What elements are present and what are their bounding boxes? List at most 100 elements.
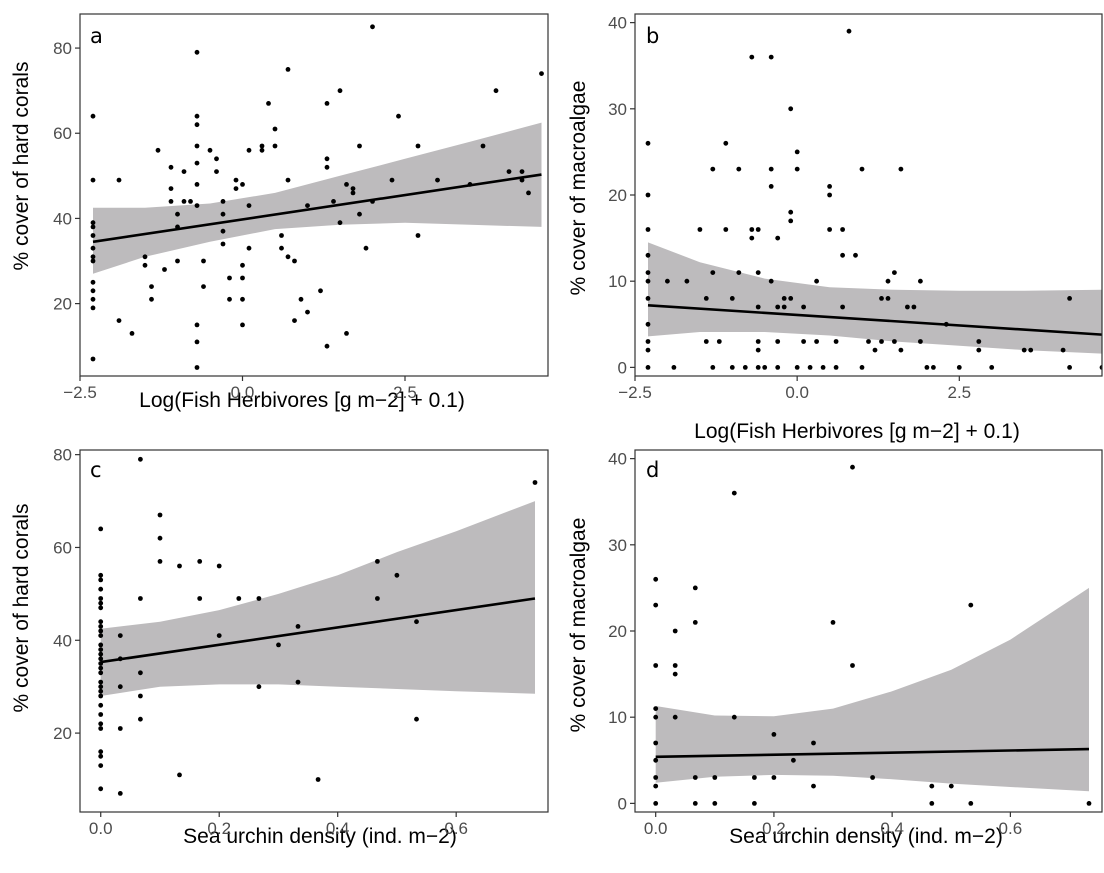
data-point xyxy=(653,757,659,763)
data-point xyxy=(240,182,245,187)
data-point xyxy=(645,365,651,370)
data-point xyxy=(435,177,440,183)
data-point xyxy=(968,602,974,608)
data-point xyxy=(989,365,995,370)
data-point xyxy=(956,365,962,370)
data-point xyxy=(791,757,796,763)
data-point xyxy=(768,54,774,60)
y-axis-title: % cover of macroalgae xyxy=(567,518,590,733)
data-point xyxy=(653,783,659,789)
data-point xyxy=(138,693,143,699)
data-point xyxy=(653,801,659,806)
data-point xyxy=(653,706,659,711)
data-point xyxy=(201,258,206,264)
data-point xyxy=(98,679,104,685)
data-point xyxy=(1060,347,1066,353)
x-tick-label: 0.0 xyxy=(89,819,113,838)
data-point xyxy=(98,600,104,606)
data-point xyxy=(736,166,742,172)
data-point xyxy=(771,732,777,737)
data-point xyxy=(194,339,200,345)
data-point xyxy=(716,339,722,344)
data-point xyxy=(801,339,806,344)
data-point xyxy=(220,241,226,247)
data-point xyxy=(256,684,262,690)
data-point xyxy=(827,192,832,198)
data-point xyxy=(240,296,245,302)
data-point xyxy=(138,596,143,601)
y-tick-label: 40 xyxy=(608,14,627,33)
data-point xyxy=(175,258,180,264)
data-point xyxy=(194,160,200,166)
data-point xyxy=(117,791,123,796)
data-point xyxy=(98,596,104,601)
data-point xyxy=(98,749,104,755)
data-point xyxy=(781,304,787,310)
data-point xyxy=(216,633,222,638)
data-point xyxy=(98,628,104,634)
data-point xyxy=(645,278,651,284)
data-point xyxy=(775,304,781,310)
data-point xyxy=(859,166,865,172)
data-point xyxy=(775,339,781,344)
fit-line xyxy=(655,747,1090,759)
data-point xyxy=(755,365,761,370)
data-point xyxy=(723,227,729,232)
data-point xyxy=(396,113,401,119)
data-point xyxy=(811,740,816,746)
data-point xyxy=(98,753,104,759)
data-point xyxy=(298,296,304,302)
data-point xyxy=(331,199,336,204)
data-point xyxy=(731,490,737,496)
data-point xyxy=(246,203,252,209)
data-point xyxy=(240,322,245,328)
data-point xyxy=(90,279,96,285)
data-point xyxy=(931,365,936,370)
x-tick-label: 2.5 xyxy=(947,383,971,402)
data-point xyxy=(90,233,96,238)
data-point xyxy=(272,126,278,132)
data-point xyxy=(138,716,143,722)
data-point xyxy=(305,309,310,315)
y-tick-label: 10 xyxy=(608,272,627,291)
data-point xyxy=(279,245,284,251)
data-point xyxy=(177,772,182,778)
y-tick-label: 20 xyxy=(608,622,627,641)
data-point xyxy=(762,365,768,370)
data-point xyxy=(480,143,486,149)
data-point xyxy=(98,786,104,792)
data-point xyxy=(653,602,659,608)
data-point xyxy=(768,166,774,172)
data-point xyxy=(415,143,421,149)
data-point xyxy=(892,339,897,344)
data-point xyxy=(227,275,232,281)
data-point xyxy=(194,203,200,209)
plot-frame xyxy=(79,13,549,377)
y-tick-label: 40 xyxy=(53,631,72,650)
data-point xyxy=(138,456,143,462)
y-tick-label: 20 xyxy=(53,295,72,314)
data-point xyxy=(188,199,193,204)
data-point xyxy=(801,304,806,310)
data-point xyxy=(194,49,200,55)
data-point xyxy=(246,245,252,251)
confidence-band xyxy=(100,501,535,696)
data-point xyxy=(98,526,104,532)
data-point xyxy=(859,365,865,370)
data-point xyxy=(827,184,832,189)
data-point xyxy=(807,365,813,370)
data-point xyxy=(929,783,935,789)
data-point xyxy=(285,67,291,72)
data-point xyxy=(918,339,923,344)
data-point xyxy=(653,663,659,668)
data-point xyxy=(194,322,200,328)
data-point xyxy=(216,563,222,569)
data-point xyxy=(692,620,698,625)
data-point xyxy=(794,365,800,370)
y-tick-label: 30 xyxy=(608,100,627,119)
data-point xyxy=(924,365,930,370)
data-point xyxy=(168,199,174,204)
data-point xyxy=(90,305,96,311)
data-point xyxy=(98,605,104,611)
data-point xyxy=(375,596,380,601)
